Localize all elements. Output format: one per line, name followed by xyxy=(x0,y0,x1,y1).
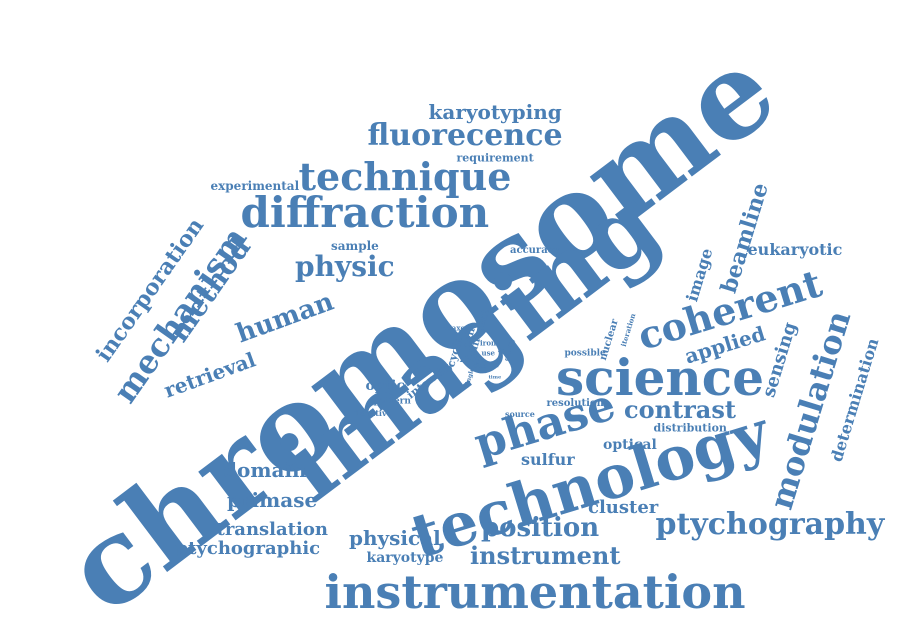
word-karyotype: karyotype xyxy=(366,550,444,566)
word-instrument: instrument xyxy=(470,541,621,570)
word-sensing: sensing xyxy=(758,319,802,400)
word-iterative: iterative xyxy=(354,408,392,418)
word-technique: technique xyxy=(298,154,512,199)
word-optic: optic xyxy=(365,378,405,394)
word-cluster: cluster xyxy=(588,497,659,518)
word-time: time xyxy=(488,374,502,381)
word-relaxes: relaxes xyxy=(441,323,469,333)
word-requirement: requirement xyxy=(456,151,534,165)
word-ptychographic: ptychographic xyxy=(175,538,321,559)
word-science: science xyxy=(556,348,765,407)
word-karyotyping: karyotyping xyxy=(428,100,562,124)
word-translation: translation xyxy=(216,519,328,540)
word-instrumentation: instrumentation xyxy=(324,565,746,619)
word-primase: primase xyxy=(227,488,318,512)
word-optical: optical xyxy=(603,437,657,453)
word-physical: physical xyxy=(349,526,441,550)
word-pattern: pattern xyxy=(373,396,411,407)
word-experimental: experimental xyxy=(210,179,300,193)
word-ptychography: ptychography xyxy=(655,507,885,542)
word-iron: iron xyxy=(480,338,497,348)
word-possible: possible xyxy=(564,348,606,359)
word-use: use xyxy=(481,348,495,358)
word-ray: ray xyxy=(459,351,481,365)
word-position: position xyxy=(481,513,600,543)
word-physic: physic xyxy=(295,250,395,283)
word-sample: sample xyxy=(331,239,379,253)
word-iteration: iteration xyxy=(618,312,638,348)
word-size: size xyxy=(473,363,487,370)
word-accuracy: accuracy xyxy=(510,245,560,256)
word-distribution: distribution xyxy=(653,421,727,435)
word-domain: domain xyxy=(223,458,307,482)
word-resolution: resolution xyxy=(546,398,604,409)
word-fluorecence: fluorecence xyxy=(367,118,563,153)
word-contrast: contrast xyxy=(624,395,736,424)
word-sulfur: sulfur xyxy=(521,450,575,469)
word-diffraction: diffraction xyxy=(240,188,490,237)
word-eukaryotic: eukaryotic xyxy=(747,240,843,259)
word-source: source xyxy=(505,409,535,419)
